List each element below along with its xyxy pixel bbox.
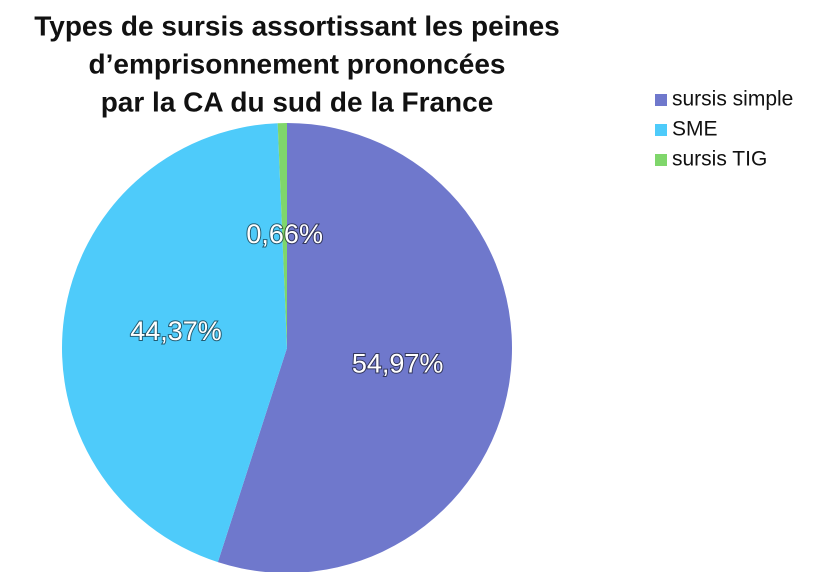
legend-label: sursis simple <box>672 88 793 111</box>
chart-title: par la CA du sud de la France <box>101 86 494 117</box>
value-label: 0,66% <box>246 219 323 249</box>
legend-swatch <box>655 124 667 136</box>
legend-swatch <box>655 154 667 166</box>
pie-slice <box>217 123 512 572</box>
pie-slice <box>277 123 287 348</box>
legend-label: sursis TIG <box>672 148 767 171</box>
value-label: 54,97% <box>352 349 444 379</box>
chart-title: d’emprisonnement prononcées <box>89 48 506 79</box>
chart-title: Types de sursis assortissant les peines <box>34 10 560 41</box>
legend-label: SME <box>672 118 718 141</box>
legend-swatch <box>655 94 667 106</box>
value-label: 44,37% <box>130 316 222 346</box>
pie-slice <box>61 123 287 563</box>
